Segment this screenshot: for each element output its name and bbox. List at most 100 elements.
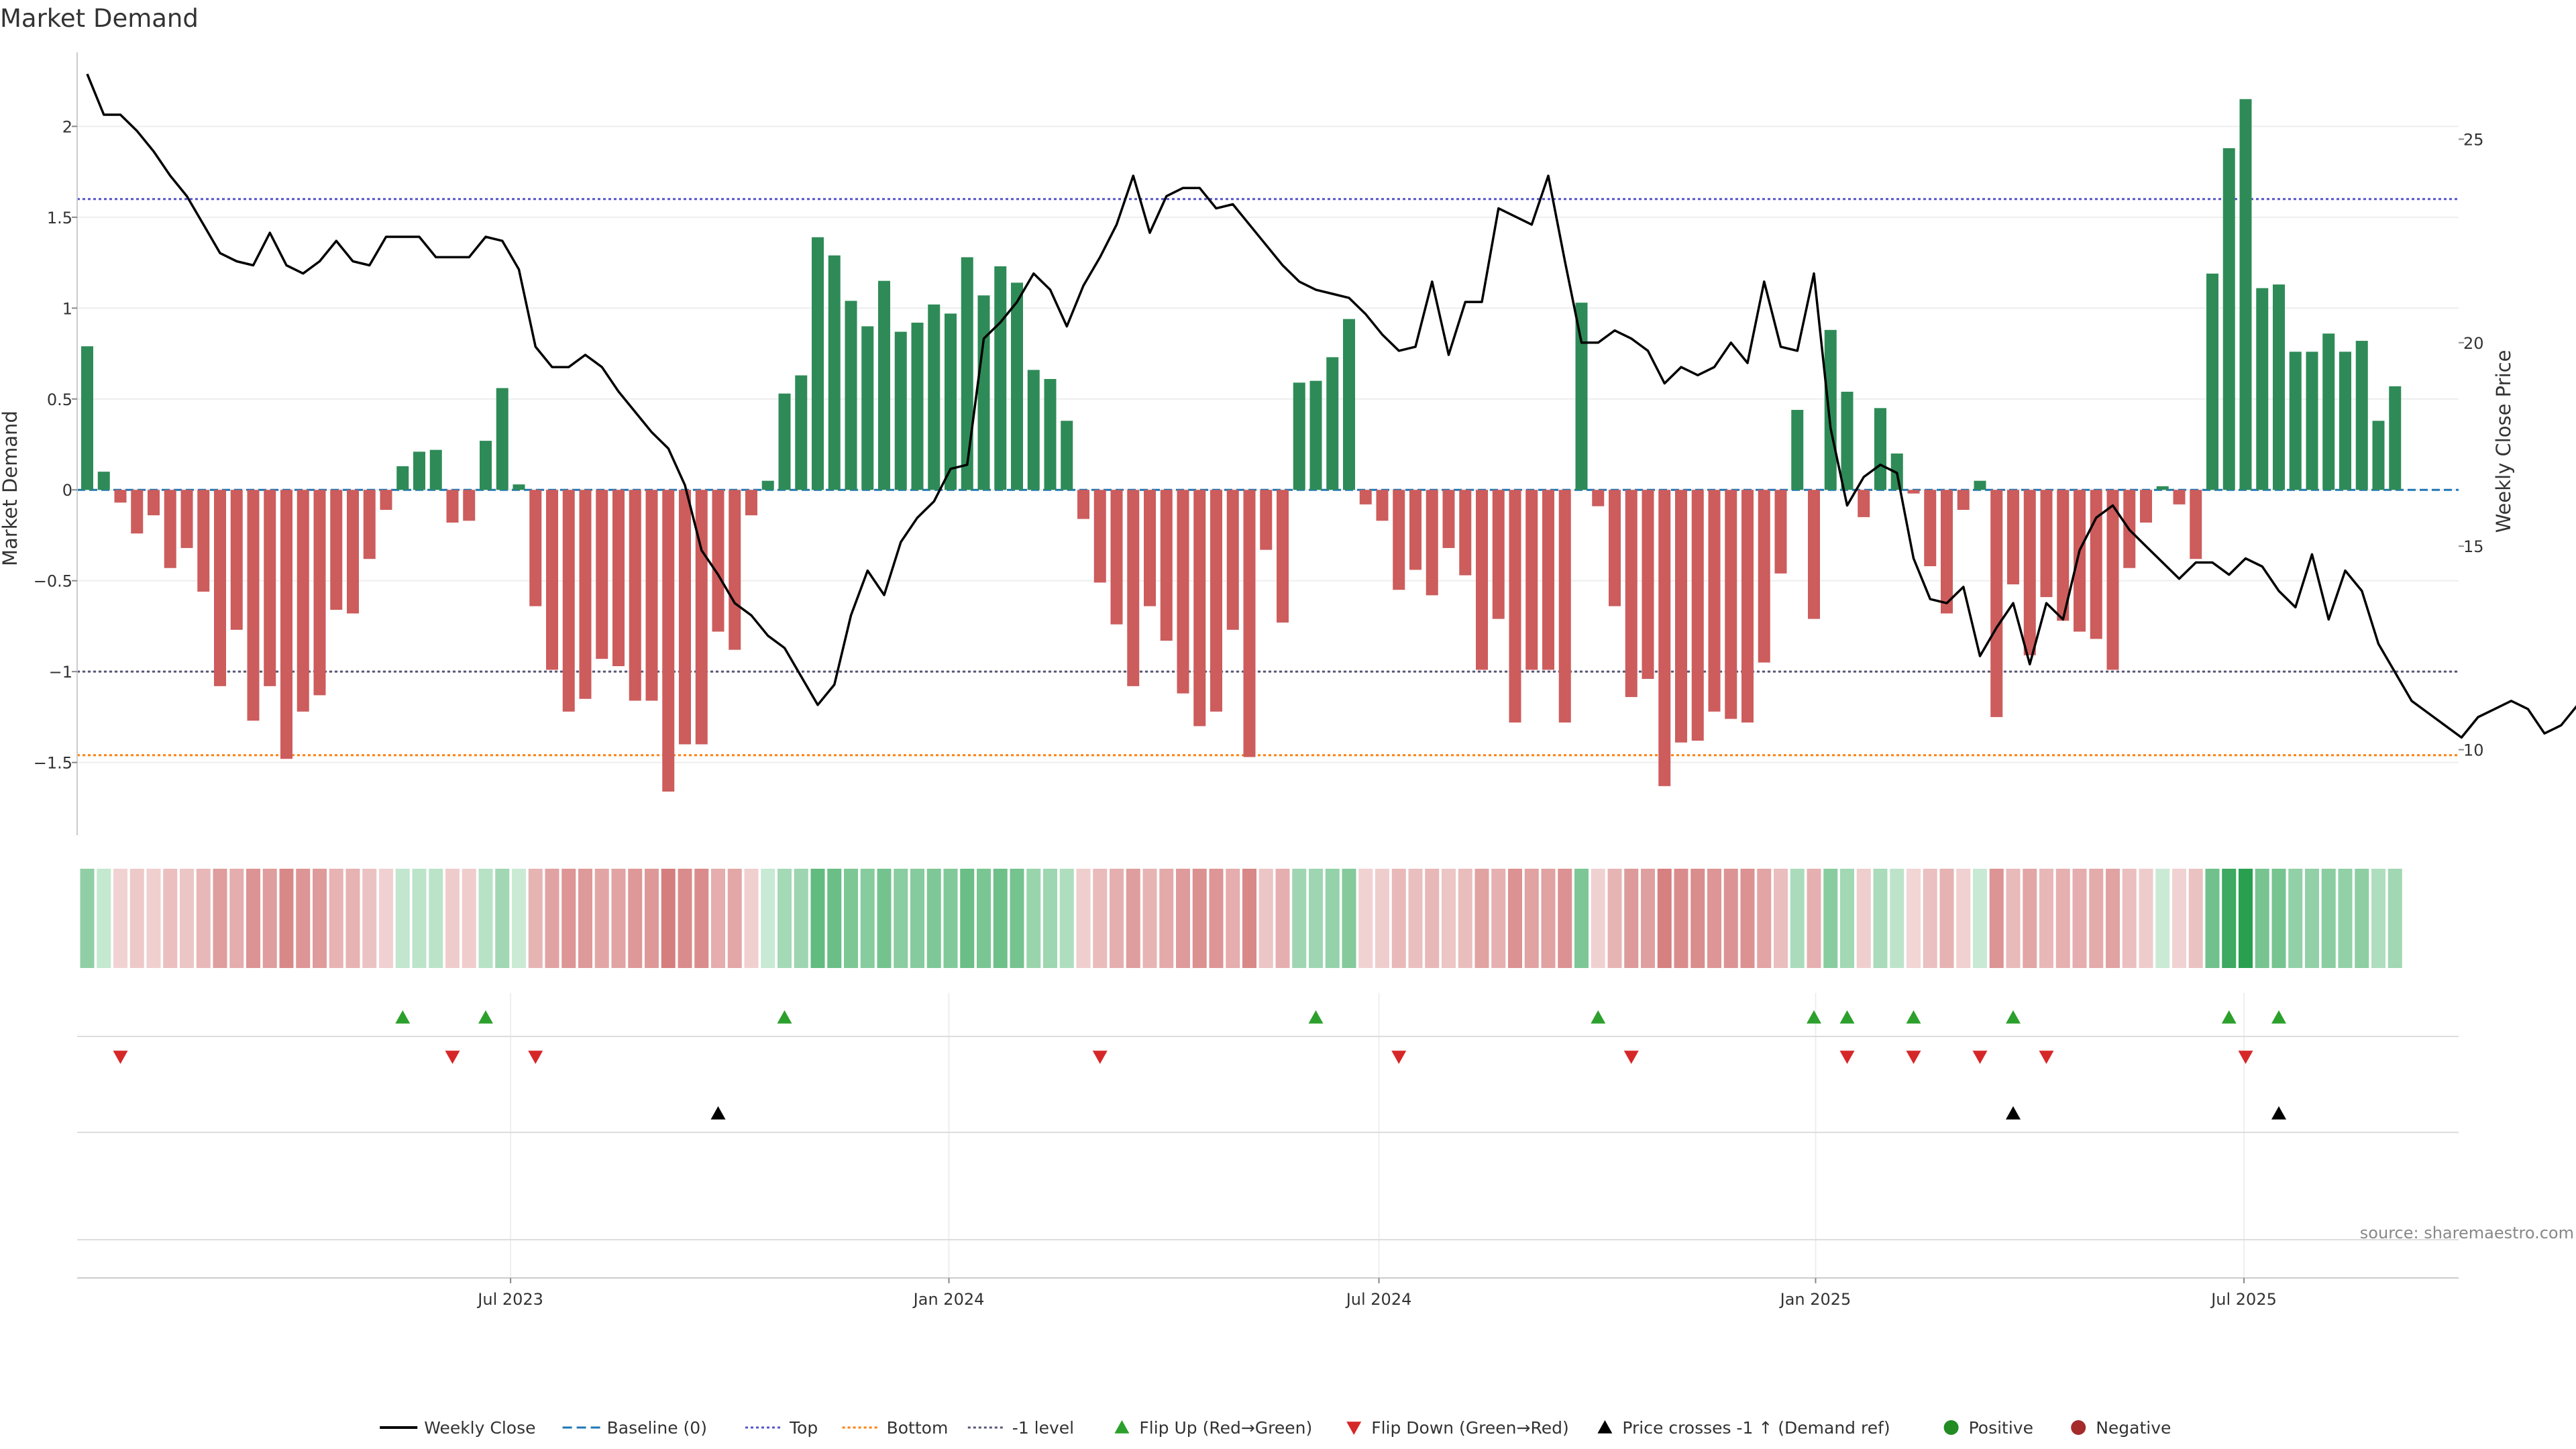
- heat-strip-cell: [2255, 869, 2269, 968]
- heat-strip-cell: [2122, 869, 2137, 968]
- demand-bar: [446, 490, 459, 523]
- heat-strip-cell: [727, 869, 742, 968]
- heat-strip-cell: [645, 869, 659, 968]
- heat-strip-cell: [512, 869, 526, 968]
- heat-strip-cell: [860, 869, 875, 968]
- demand-bar: [1658, 490, 1671, 786]
- heat-strip-cell: [761, 869, 775, 968]
- flip-up-marker: [395, 1010, 411, 1024]
- heat-strip-cell: [1176, 869, 1190, 968]
- heat-strip-cell: [2321, 869, 2336, 968]
- heat-strip-cell: [1059, 869, 1074, 968]
- heat-strip-cell: [2205, 869, 2220, 968]
- y-tick-label: 1.5: [47, 209, 72, 227]
- heat-strip-cell: [1126, 869, 1140, 968]
- demand-bar: [1957, 490, 1970, 511]
- heat-strip-cell: [1093, 869, 1108, 968]
- heat-strip-cell: [345, 869, 360, 968]
- heat-strip-cell: [2222, 869, 2237, 968]
- demand-bar: [197, 490, 210, 592]
- demand-bar: [645, 490, 658, 701]
- demand-bar: [961, 257, 973, 490]
- heat-strip-cell: [1258, 869, 1273, 968]
- demand-bar: [2156, 486, 2169, 490]
- heat-strip-cell: [943, 869, 958, 968]
- signal-panels: [77, 1010, 2459, 1279]
- demand-bar: [513, 484, 525, 490]
- demand-bar: [1011, 282, 1023, 490]
- heat-strip-cell: [1342, 869, 1356, 968]
- heat-strip-cell: [1010, 869, 1024, 968]
- demand-bar: [380, 490, 392, 511]
- demand-bar: [280, 490, 292, 759]
- demand-bar: [330, 490, 343, 610]
- heat-strip-cell: [594, 869, 609, 968]
- demand-bar: [795, 375, 808, 490]
- demand-bar: [1226, 490, 1239, 630]
- flip-up-marker: [478, 1010, 493, 1024]
- demand-bar: [761, 480, 774, 490]
- demand-bar: [413, 451, 425, 490]
- demand-bar: [845, 301, 857, 490]
- heat-strip-cell: [1790, 869, 1805, 968]
- demand-bar: [679, 490, 691, 745]
- demand-bar: [396, 466, 409, 490]
- heat-strip-cell: [1242, 869, 1256, 968]
- demand-bar: [1990, 490, 2003, 717]
- y2-tick-label: 25: [2463, 130, 2484, 149]
- demand-bar: [2289, 352, 2302, 490]
- flip-down-marker: [2039, 1051, 2054, 1064]
- heat-strip-cell: [993, 869, 1008, 968]
- demand-bar: [1642, 490, 1654, 679]
- heat-strip-cell: [2271, 869, 2286, 968]
- demand-bar: [1808, 490, 1820, 619]
- demand-bar: [81, 346, 93, 490]
- flip-down-marker: [1391, 1051, 1407, 1064]
- demand-bar: [529, 490, 542, 606]
- heat-strip-cell: [1159, 869, 1174, 968]
- demand-bar: [861, 326, 874, 490]
- demand-bar: [131, 490, 144, 534]
- flip-up-marker: [1591, 1010, 1606, 1024]
- heat-strip-cell: [1558, 869, 1572, 968]
- heat-strip-cell: [495, 869, 510, 968]
- heat-strip-cell: [1574, 869, 1589, 968]
- demand-bar: [363, 490, 376, 559]
- heat-strip-cell: [611, 869, 626, 968]
- demand-bar: [729, 490, 741, 650]
- heat-strip-cell: [180, 869, 194, 968]
- legend-swatch-triangle: [1597, 1420, 1613, 1434]
- demand-bar: [1758, 490, 1770, 663]
- demand-bar: [1525, 490, 1538, 670]
- demand-bar: [2023, 490, 2036, 655]
- heat-strip-cell: [528, 869, 543, 968]
- y-tick-label: −1: [49, 663, 72, 682]
- heat-strip-cell: [1458, 869, 1472, 968]
- demand-bar: [878, 280, 890, 490]
- heat-strip-cell: [2139, 869, 2153, 968]
- flip-up-marker: [2221, 1010, 2237, 1024]
- demand-bar: [894, 331, 907, 490]
- heat-strip-cell: [1110, 869, 1124, 968]
- x-axis: Jul 2023 Jan 2024 Jul 2024 Jan 2025 Jul 2025: [476, 1278, 2277, 1309]
- flip-down-marker: [445, 1051, 460, 1064]
- demand-bar: [1675, 490, 1687, 743]
- demand-bar: [1326, 357, 1339, 490]
- demand-bar: [463, 490, 476, 521]
- heat-strip-cell: [810, 869, 825, 968]
- legend-label: Weekly Close: [424, 1418, 535, 1438]
- heat-strip-cell: [1226, 869, 1240, 968]
- heat-strip-cell: [129, 869, 144, 968]
- demand-bar: [1409, 490, 1421, 570]
- heat-strip-cell: [2172, 869, 2186, 968]
- axes: 2 1.5 1 0.5 0 −0.5 −1 −1.5 25 20 15 10: [34, 52, 2484, 835]
- heat-strip-cell: [362, 869, 377, 968]
- demand-bar: [1874, 408, 1886, 490]
- heat-strip-cell: [1209, 869, 1224, 968]
- price-cross-marker: [2006, 1106, 2021, 1120]
- demand-bar: [1791, 410, 1804, 490]
- heat-strip-cell: [97, 869, 111, 968]
- demand-bar: [695, 490, 708, 745]
- heat-strip-cell: [2387, 869, 2402, 968]
